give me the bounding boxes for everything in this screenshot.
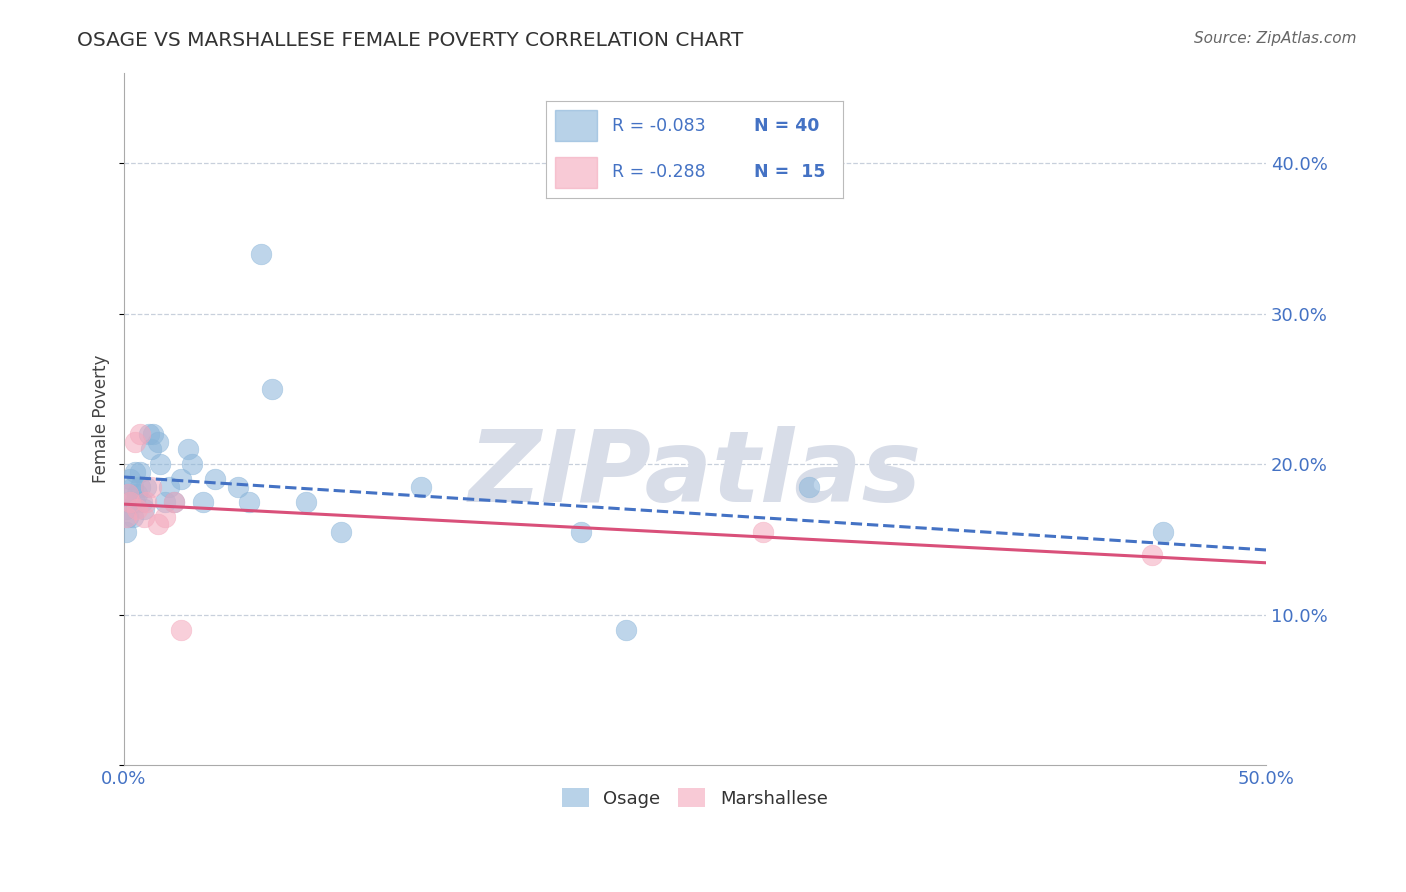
- Point: [146, 434, 169, 449]
- Point: [142, 427, 165, 442]
- Point: [139, 442, 162, 457]
- Point: [163, 495, 186, 509]
- Point: [169, 623, 191, 637]
- Text: ZIPatlas: ZIPatlas: [468, 426, 921, 523]
- Point: [181, 457, 204, 471]
- Point: [135, 480, 157, 494]
- Point: [193, 495, 215, 509]
- Point: [131, 495, 153, 509]
- Legend: Osage, Marshallese: Osage, Marshallese: [554, 781, 835, 815]
- Point: [409, 480, 432, 494]
- Point: [132, 509, 155, 524]
- Point: [1140, 548, 1163, 562]
- Point: [153, 509, 176, 524]
- Point: [260, 382, 283, 396]
- Text: OSAGE VS MARSHALLESE FEMALE POVERTY CORRELATION CHART: OSAGE VS MARSHALLESE FEMALE POVERTY CORR…: [77, 31, 744, 50]
- Point: [124, 465, 146, 479]
- Point: [163, 495, 186, 509]
- Point: [238, 495, 260, 509]
- Point: [114, 502, 136, 516]
- Point: [128, 465, 150, 479]
- Point: [120, 495, 142, 509]
- Point: [121, 509, 143, 524]
- Point: [114, 509, 136, 524]
- Point: [127, 502, 149, 516]
- Point: [157, 480, 180, 494]
- Point: [114, 524, 136, 539]
- Point: [149, 457, 172, 471]
- Point: [204, 472, 226, 486]
- Point: [138, 427, 160, 442]
- Point: [132, 502, 155, 516]
- Point: [797, 480, 820, 494]
- Point: [120, 495, 142, 509]
- Point: [295, 495, 318, 509]
- Point: [135, 495, 157, 509]
- Point: [117, 487, 139, 501]
- Point: [169, 472, 191, 486]
- Point: [117, 487, 139, 501]
- Point: [127, 487, 149, 501]
- Point: [124, 495, 146, 509]
- Point: [752, 524, 775, 539]
- Point: [1152, 524, 1174, 539]
- Point: [226, 480, 249, 494]
- Point: [117, 509, 139, 524]
- Point: [128, 427, 150, 442]
- Point: [121, 480, 143, 494]
- Point: [146, 517, 169, 532]
- Point: [176, 442, 198, 457]
- Point: [249, 246, 271, 260]
- Point: [120, 472, 142, 486]
- Point: [569, 524, 592, 539]
- Point: [124, 434, 146, 449]
- Point: [128, 480, 150, 494]
- Point: [329, 524, 352, 539]
- Text: Source: ZipAtlas.com: Source: ZipAtlas.com: [1194, 31, 1357, 46]
- Point: [614, 623, 637, 637]
- Point: [139, 480, 162, 494]
- Y-axis label: Female Poverty: Female Poverty: [93, 355, 110, 483]
- Point: [153, 495, 176, 509]
